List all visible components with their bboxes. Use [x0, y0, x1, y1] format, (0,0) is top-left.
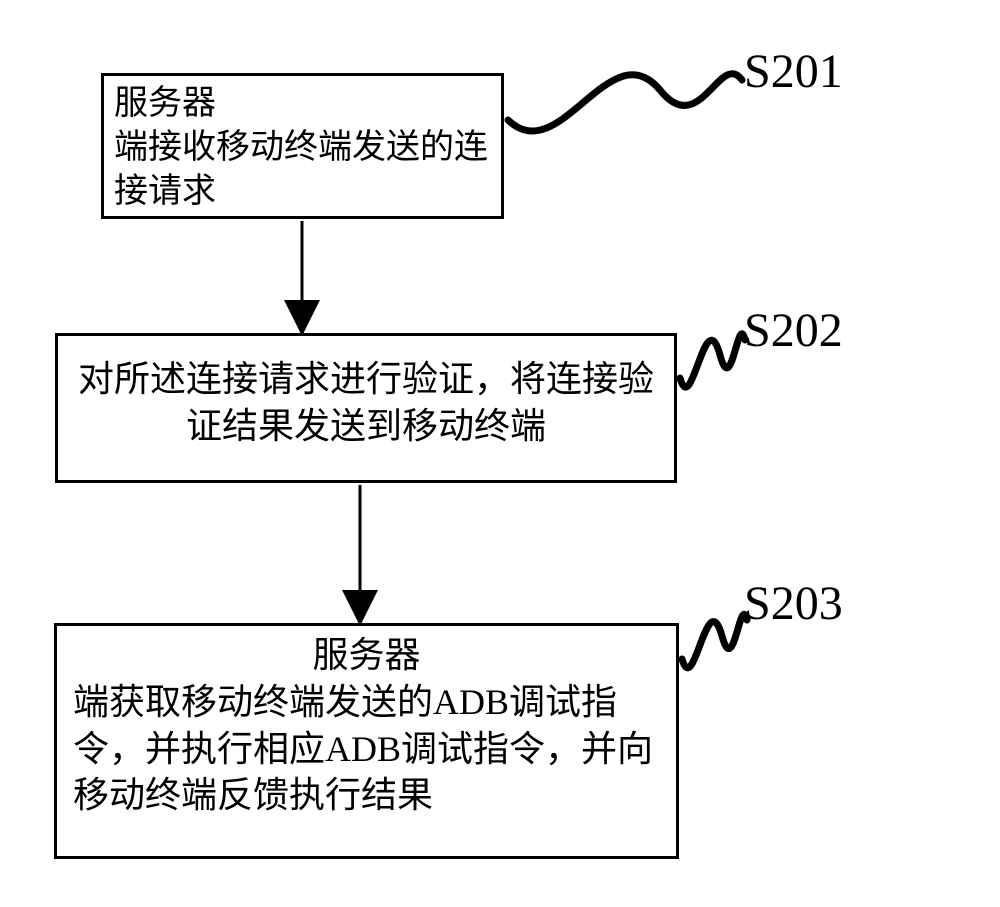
squiggle-s203: [682, 614, 747, 667]
node-title: 服务器: [114, 82, 491, 126]
flowchart-canvas: 服务器 端接收移动终端发送的连接请求 S201 对所述连接请求进行验证，将连接验…: [0, 0, 1000, 907]
squiggle-s201: [508, 74, 742, 131]
node-body: 对所述连接请求进行验证，将连接验证结果发送到移动终端: [68, 356, 664, 450]
step-label-s202: S202: [744, 303, 843, 358]
flow-node-s203: 服务器 端获取移动终端发送的ADB调试指令，并执行相应ADB调试指令，并向移动终…: [54, 623, 679, 859]
step-label-s203: S203: [744, 576, 843, 631]
node-body: 端获取移动终端发送的ADB调试指令，并执行相应ADB调试指令，并向移动终端反馈执…: [67, 679, 666, 819]
flow-node-s201: 服务器 端接收移动终端发送的连接请求: [101, 73, 504, 219]
flow-node-s202: 对所述连接请求进行验证，将连接验证结果发送到移动终端: [55, 333, 677, 483]
squiggle-s202: [680, 334, 745, 387]
node-title: 服务器: [67, 632, 666, 679]
node-body: 端接收移动终端发送的连接请求: [114, 126, 491, 214]
step-label-s201: S201: [744, 44, 843, 99]
